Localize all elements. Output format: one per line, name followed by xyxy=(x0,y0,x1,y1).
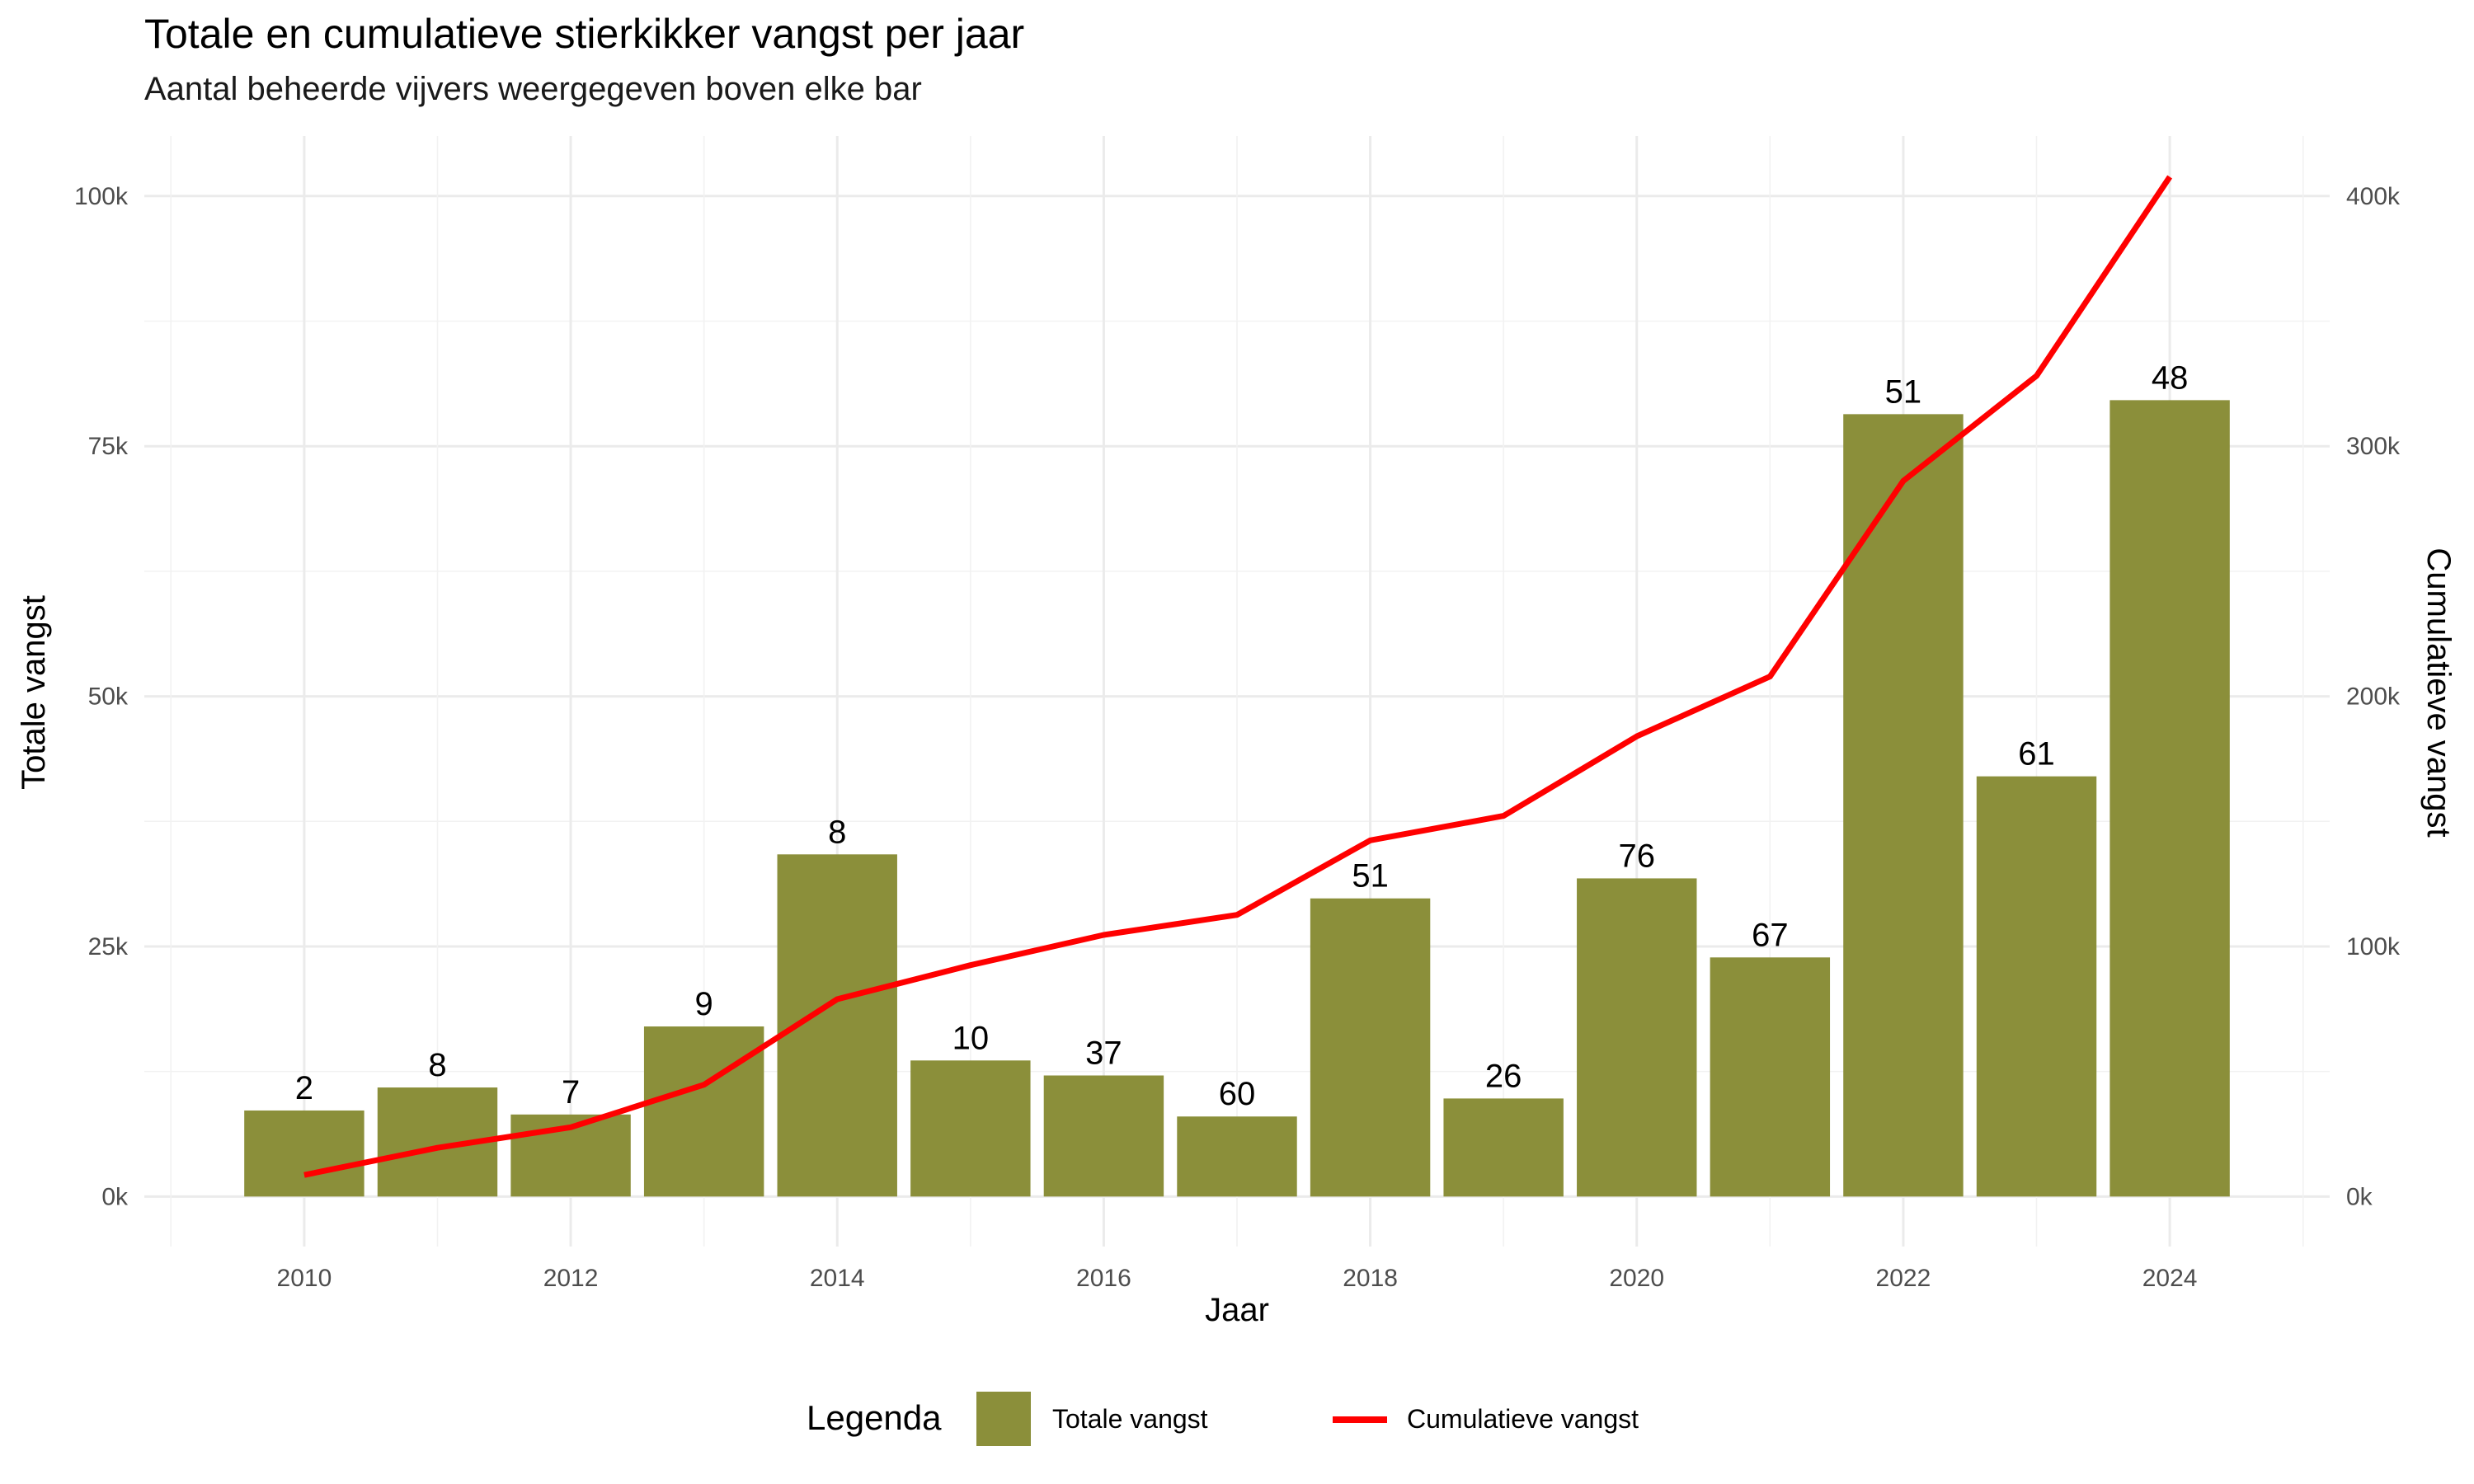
y2-tick-label: 200k xyxy=(2346,683,2401,711)
x-tick-label: 2020 xyxy=(1609,1265,1664,1292)
legend-title: Legenda xyxy=(807,1398,942,1437)
bar xyxy=(1710,957,1831,1197)
chart-subtitle: Aantal beheerde vijvers weergegeven bove… xyxy=(144,71,922,107)
bar-label: 9 xyxy=(695,986,713,1022)
y2-tick-label: 100k xyxy=(2346,933,2401,960)
legend-line-label: Cumulatieve vangst xyxy=(1407,1404,1639,1434)
bar xyxy=(1976,776,2097,1197)
x-tick-label: 2014 xyxy=(810,1265,865,1292)
bar xyxy=(1577,878,1697,1197)
bar xyxy=(1177,1116,1297,1197)
bar-label: 2 xyxy=(295,1070,313,1106)
bar xyxy=(910,1060,1031,1197)
bar xyxy=(2109,400,2230,1197)
x-tick-label: 2016 xyxy=(1076,1265,1131,1292)
chart-plot: 2 8 7 9 8 10 37 60 51 26 76 67 51 61 48 0k 25k 50k 75k 100… xyxy=(16,136,2457,1328)
x-axis-title: Jaar xyxy=(1205,1292,1269,1328)
y2-tick-label: 400k xyxy=(2346,183,2401,210)
cumulative-line xyxy=(303,175,2173,1178)
bar xyxy=(1443,1098,1564,1197)
bar-label: 60 xyxy=(1219,1076,1256,1112)
y-tick-label: 75k xyxy=(88,433,129,460)
x-tick-label: 2022 xyxy=(1876,1265,1931,1292)
x-tick-label: 2010 xyxy=(277,1265,332,1292)
bar xyxy=(244,1110,365,1197)
y-axis-title: Totale vangst xyxy=(16,595,52,790)
y-tick-label: 50k xyxy=(88,683,129,711)
bar-label: 8 xyxy=(428,1047,446,1083)
left-axis-ticks: 0k 25k 50k 75k 100k xyxy=(74,183,129,1211)
bar-label: 51 xyxy=(1885,373,1922,410)
bar-label: 76 xyxy=(1619,838,1656,874)
bar-label: 37 xyxy=(1085,1035,1122,1071)
bar-label: 26 xyxy=(1485,1058,1522,1094)
y2-tick-label: 0k xyxy=(2346,1183,2373,1210)
bar-label: 67 xyxy=(1752,917,1789,953)
x-axis-ticks: 2010 2012 2014 2016 2018 2020 2022 2024 xyxy=(277,1265,2198,1292)
bar-label: 8 xyxy=(828,814,846,850)
right-axis-ticks: 0k 100k 200k 300k 400k xyxy=(2346,183,2401,1211)
bar xyxy=(1310,898,1431,1197)
chart-title: Totale en cumulatieve stierkikker vangst… xyxy=(144,11,1025,57)
legend: Legenda Totale vangst Cumulatieve vangst xyxy=(0,1390,2474,1456)
x-tick-label: 2024 xyxy=(2142,1265,2198,1292)
legend-bar-label: Totale vangst xyxy=(1052,1404,1208,1434)
bar xyxy=(1843,414,1964,1197)
bar xyxy=(643,1026,764,1197)
bar-labels: 2 8 7 9 8 10 37 60 51 26 76 67 51 61 48 xyxy=(295,359,2189,1112)
x-tick-label: 2012 xyxy=(543,1265,599,1292)
y-tick-label: 100k xyxy=(74,183,129,210)
y-tick-label: 25k xyxy=(88,933,129,960)
bar-label: 7 xyxy=(562,1074,580,1111)
bar-label: 10 xyxy=(952,1020,990,1056)
y2-axis-title: Cumulatieve vangst xyxy=(2420,547,2457,837)
bar-label: 51 xyxy=(1352,858,1389,895)
x-tick-label: 2018 xyxy=(1343,1265,1398,1292)
bar xyxy=(1043,1075,1164,1197)
bar-label: 48 xyxy=(2152,359,2189,396)
legend-bar-swatch xyxy=(976,1392,1031,1446)
legend-line-swatch xyxy=(1333,1416,1387,1423)
cumulative-line-layer xyxy=(303,175,2173,1178)
y-tick-label: 0k xyxy=(101,1183,129,1210)
y2-tick-label: 300k xyxy=(2346,433,2401,460)
bar-label: 61 xyxy=(2018,736,2055,773)
